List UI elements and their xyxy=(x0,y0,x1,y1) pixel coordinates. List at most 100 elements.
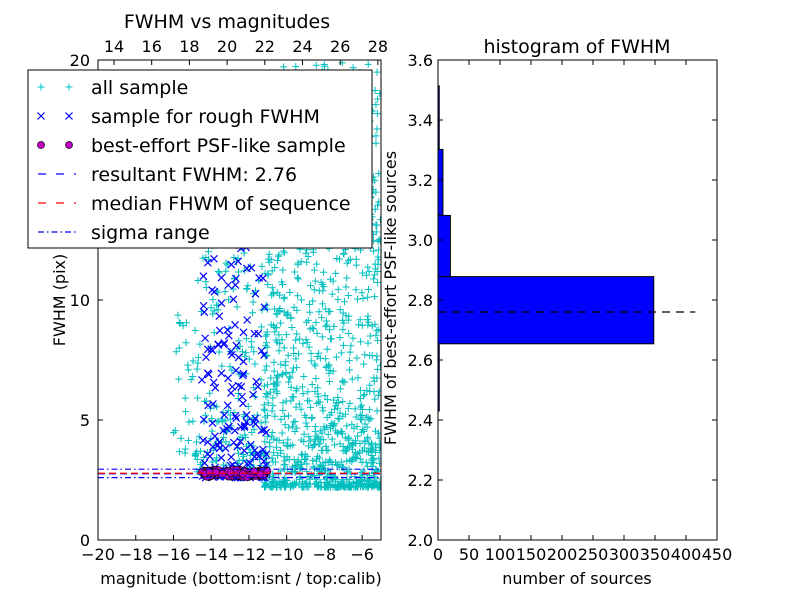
histogram-bar xyxy=(437,214,451,278)
data-point xyxy=(326,366,334,374)
data-point xyxy=(329,421,337,429)
data-point xyxy=(225,296,233,304)
data-point xyxy=(262,332,270,340)
data-point xyxy=(175,318,183,326)
data-point xyxy=(305,480,313,488)
data-point xyxy=(369,459,377,467)
data-point xyxy=(280,293,288,301)
data-point xyxy=(369,482,377,490)
data-point xyxy=(275,251,283,259)
data-point xyxy=(274,257,282,265)
data-point xyxy=(261,438,269,446)
data-point xyxy=(330,396,338,404)
data-point xyxy=(323,413,331,421)
data-point xyxy=(358,401,366,409)
data-point xyxy=(281,465,289,473)
data-point xyxy=(181,394,189,402)
data-point xyxy=(354,295,362,303)
data-point xyxy=(191,326,199,334)
data-point xyxy=(262,342,270,350)
data-point xyxy=(280,344,288,352)
data-point xyxy=(371,320,379,328)
data-point xyxy=(235,457,243,465)
data-point xyxy=(279,439,287,447)
data-point xyxy=(199,415,208,424)
y-tick-label: 20 xyxy=(70,51,90,70)
data-point xyxy=(223,401,232,410)
data-point xyxy=(322,467,330,475)
x-tick-label: 100 xyxy=(485,545,516,564)
data-point xyxy=(315,308,323,316)
data-point xyxy=(326,307,334,315)
data-point xyxy=(308,414,316,422)
data-point xyxy=(238,348,246,356)
data-point xyxy=(365,286,373,294)
y-tick-label: 2.4 xyxy=(408,411,433,430)
data-point xyxy=(312,319,320,327)
data-point xyxy=(267,256,275,264)
data-point xyxy=(362,413,370,421)
data-point xyxy=(373,68,381,76)
data-point xyxy=(223,425,231,433)
data-point xyxy=(350,424,358,432)
data-point xyxy=(222,438,230,446)
data-point xyxy=(349,480,357,488)
data-point xyxy=(305,433,313,441)
data-point xyxy=(292,62,300,70)
data-point xyxy=(260,351,268,360)
data-point xyxy=(320,62,328,70)
data-point xyxy=(354,432,362,440)
data-point xyxy=(240,421,249,430)
data-point xyxy=(354,479,362,487)
data-point xyxy=(294,275,302,283)
data-point xyxy=(294,292,302,300)
data-point xyxy=(305,343,313,351)
data-point xyxy=(279,406,287,414)
data-point xyxy=(248,429,256,437)
data-point xyxy=(323,396,331,404)
data-point xyxy=(368,451,376,459)
data-point xyxy=(280,461,288,469)
data-point xyxy=(200,454,208,462)
data-point xyxy=(217,369,226,378)
data-point xyxy=(293,424,301,432)
data-point xyxy=(312,457,320,465)
data-point xyxy=(223,326,232,334)
data-point xyxy=(284,309,292,317)
data-point xyxy=(345,329,353,337)
data-point xyxy=(217,453,226,462)
legend-label: sigma range xyxy=(91,222,210,244)
data-point xyxy=(343,422,351,430)
data-point xyxy=(221,288,229,296)
data-point xyxy=(326,326,334,334)
data-point xyxy=(175,344,183,352)
data-point xyxy=(363,462,371,470)
data-point xyxy=(264,255,272,263)
data-point xyxy=(361,477,369,485)
data-point xyxy=(295,350,303,358)
x-tick-label: −12 xyxy=(232,545,266,564)
data-point xyxy=(313,260,321,268)
data-point xyxy=(185,418,193,426)
data-point xyxy=(376,216,381,224)
data-point xyxy=(334,285,342,293)
data-point xyxy=(292,403,300,411)
data-point xyxy=(203,438,212,446)
data-point xyxy=(275,306,283,314)
data-point xyxy=(209,310,217,318)
data-point xyxy=(312,432,320,440)
data-point xyxy=(213,441,222,450)
data-point xyxy=(199,272,208,281)
data-point xyxy=(344,257,352,265)
data-point xyxy=(311,387,319,395)
data-point xyxy=(329,277,337,285)
legend-entry: sample for rough FWHM xyxy=(37,106,320,128)
data-point xyxy=(249,418,258,426)
data-point xyxy=(373,125,381,133)
data-point xyxy=(222,259,230,267)
legend-marker xyxy=(37,83,45,91)
data-point xyxy=(364,321,372,329)
data-point xyxy=(364,433,372,441)
top-x-tick-label: 28 xyxy=(368,37,388,56)
data-point xyxy=(203,450,212,458)
